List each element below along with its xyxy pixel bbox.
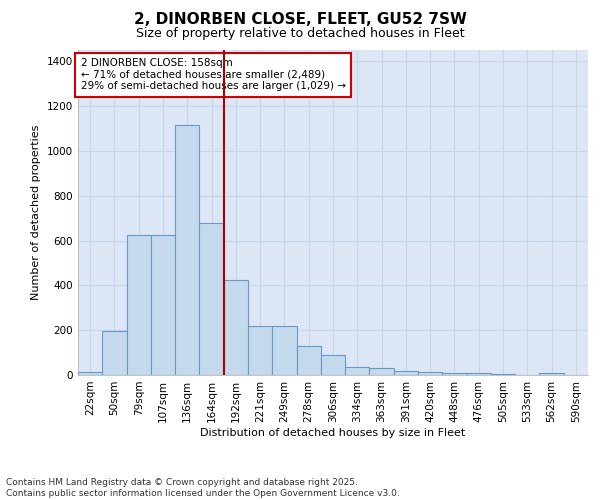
Bar [78,372,102,375]
Bar [224,280,248,375]
Bar [272,326,296,375]
Text: 2, DINORBEN CLOSE, FLEET, GU52 7SW: 2, DINORBEN CLOSE, FLEET, GU52 7SW [134,12,466,28]
Bar [370,368,394,375]
Bar [127,235,151,375]
Bar [442,373,467,375]
Text: 2 DINORBEN CLOSE: 158sqm
← 71% of detached houses are smaller (2,489)
29% of sem: 2 DINORBEN CLOSE: 158sqm ← 71% of detach… [80,58,346,92]
Bar [102,332,127,375]
Bar [321,355,345,375]
Bar [345,367,370,375]
Bar [467,373,491,375]
X-axis label: Distribution of detached houses by size in Fleet: Distribution of detached houses by size … [200,428,466,438]
Text: Contains HM Land Registry data © Crown copyright and database right 2025.
Contai: Contains HM Land Registry data © Crown c… [6,478,400,498]
Bar [248,326,272,375]
Bar [175,125,199,375]
Bar [151,235,175,375]
Text: Size of property relative to detached houses in Fleet: Size of property relative to detached ho… [136,28,464,40]
Y-axis label: Number of detached properties: Number of detached properties [31,125,41,300]
Bar [199,222,224,375]
Bar [394,370,418,375]
Bar [539,373,564,375]
Bar [491,374,515,375]
Bar [296,346,321,375]
Bar [418,372,442,375]
